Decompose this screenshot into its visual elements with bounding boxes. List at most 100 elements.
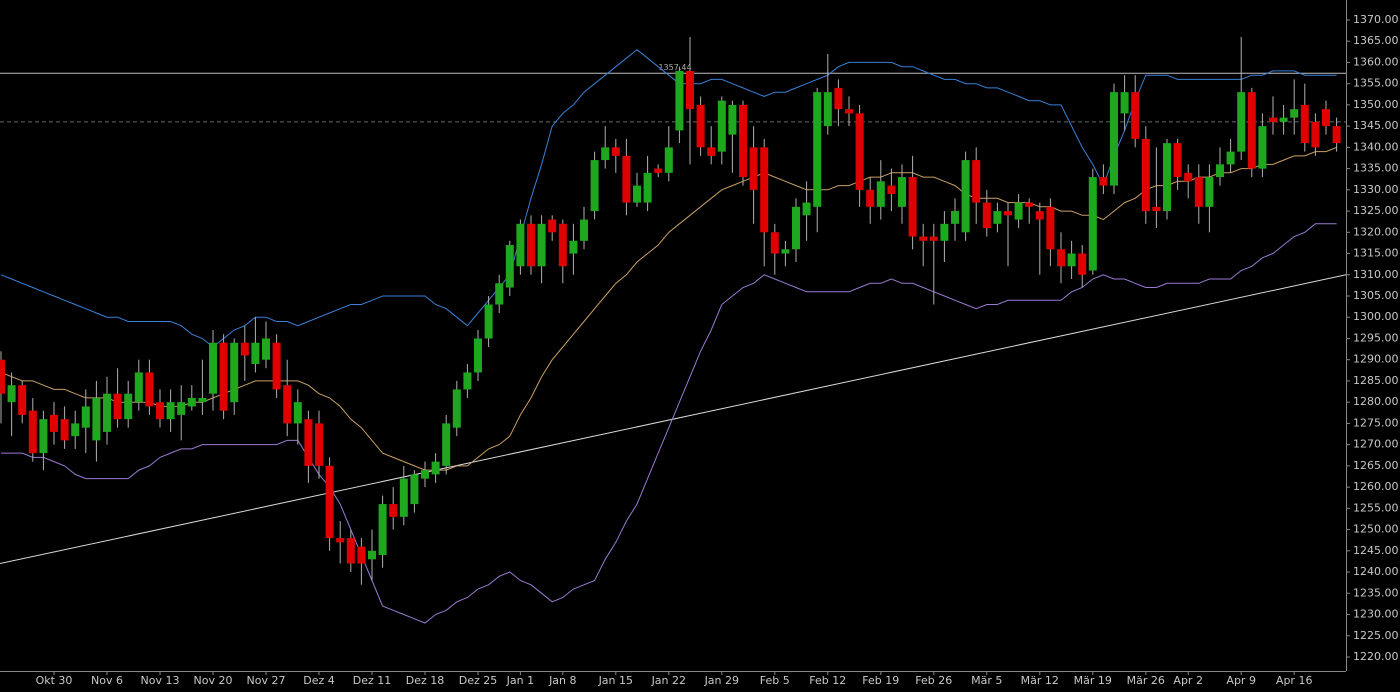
candle-body — [336, 538, 345, 543]
candle-body — [325, 465, 334, 539]
y-tick-label: 1370.00 — [1353, 13, 1399, 26]
candle-body — [505, 245, 514, 288]
candle-body — [707, 147, 716, 156]
candle-body — [442, 423, 451, 466]
candle-body — [124, 393, 133, 420]
candle-body — [1131, 92, 1140, 139]
x-tick-label: Jan 1 — [506, 674, 534, 687]
candle-body — [940, 223, 949, 241]
x-tick-label: Jan 8 — [548, 674, 576, 687]
band-line — [1, 223, 1337, 624]
candle-body — [315, 423, 323, 466]
y-tick-label: 1335.00 — [1353, 162, 1399, 175]
y-tick-label: 1295.00 — [1353, 331, 1399, 344]
candle-body — [1046, 206, 1055, 250]
x-tick-label: Jan 22 — [651, 674, 686, 687]
x-tick-label: Nov 20 — [194, 674, 233, 687]
candle-body — [1004, 211, 1012, 216]
candle-body — [1014, 202, 1023, 220]
y-tick-label: 1340.00 — [1353, 140, 1399, 153]
y-tick-label: 1300.00 — [1353, 310, 1399, 323]
y-tick-label: 1350.00 — [1353, 98, 1399, 111]
y-tick-label: 1250.00 — [1353, 523, 1399, 536]
y-tick-label: 1225.00 — [1353, 629, 1399, 642]
candle-body — [834, 87, 843, 110]
candle-body — [516, 223, 525, 267]
candle-body — [28, 410, 37, 454]
candle-body — [919, 236, 928, 241]
x-tick-label: Mär 12 — [1021, 674, 1059, 687]
candle-body — [1226, 151, 1235, 165]
x-tick-label: Mär 5 — [971, 674, 1002, 687]
candle-body — [982, 202, 991, 229]
x-tick-label: Jan 29 — [704, 674, 739, 687]
candle-body — [463, 372, 472, 390]
candle-body — [92, 397, 101, 441]
candle-body — [1205, 177, 1214, 207]
y-tick-label: 1355.00 — [1353, 77, 1399, 90]
candle-body — [219, 342, 228, 411]
x-tick-label: Apr 2 — [1173, 674, 1203, 687]
candle-body — [898, 177, 906, 207]
candle-body — [548, 219, 557, 233]
candle-body — [1067, 253, 1076, 267]
y-tick-label: 1255.00 — [1353, 501, 1399, 514]
candle-body — [18, 385, 27, 415]
candle-body — [792, 206, 800, 250]
candle-body — [537, 223, 546, 267]
candle-body — [209, 342, 217, 394]
candle-body — [368, 550, 376, 560]
candle-body — [7, 385, 16, 403]
candle-body — [728, 104, 737, 135]
candle-body — [633, 185, 641, 203]
candle-body — [230, 342, 239, 403]
candle-body — [611, 147, 620, 156]
candle-body — [527, 223, 535, 267]
candle-body — [103, 393, 111, 432]
candle-body — [1035, 211, 1044, 220]
candle-body — [1025, 202, 1034, 207]
candle-body — [39, 419, 48, 454]
candle-body — [240, 342, 249, 356]
candle-body — [866, 189, 875, 207]
candle-body — [1322, 109, 1330, 127]
x-tick-label: Nov 13 — [141, 674, 180, 687]
candle-body — [580, 219, 588, 241]
candle-body — [410, 474, 419, 505]
candle-body — [251, 342, 260, 364]
candle-body — [0, 359, 5, 394]
x-tick-label: Dez 11 — [353, 674, 392, 687]
candle-body — [421, 470, 429, 479]
candle-body — [686, 70, 694, 110]
candle-body — [452, 389, 461, 428]
y-tick-label: 1330.00 — [1353, 183, 1399, 196]
candle-body — [145, 372, 154, 407]
x-tick-label: Feb 5 — [760, 674, 790, 687]
y-tick-label: 1265.00 — [1353, 459, 1399, 472]
candle-body — [696, 104, 705, 148]
candle-body — [1247, 92, 1256, 169]
candle-body — [198, 397, 207, 403]
candle-body — [346, 538, 355, 564]
candle-body — [1258, 126, 1267, 169]
candle-body — [187, 397, 196, 407]
candle-body — [156, 402, 164, 420]
x-tick-label: Feb 26 — [915, 674, 952, 687]
candle-body — [474, 338, 482, 373]
candle-body — [770, 232, 779, 254]
candle-body — [431, 461, 440, 475]
x-tick-label: Dez 4 — [303, 674, 335, 687]
candle-body — [1141, 138, 1150, 212]
candle-body — [558, 223, 567, 267]
candle-body — [1300, 104, 1309, 144]
candle-body — [1152, 206, 1161, 212]
candle-body — [1279, 117, 1288, 122]
candle-body — [81, 406, 90, 428]
candle-body — [739, 104, 747, 178]
candle-body — [823, 92, 832, 127]
y-tick-label: 1235.00 — [1353, 586, 1399, 599]
y-tick-label: 1360.00 — [1353, 55, 1399, 68]
y-tick-label: 1240.00 — [1353, 565, 1399, 578]
